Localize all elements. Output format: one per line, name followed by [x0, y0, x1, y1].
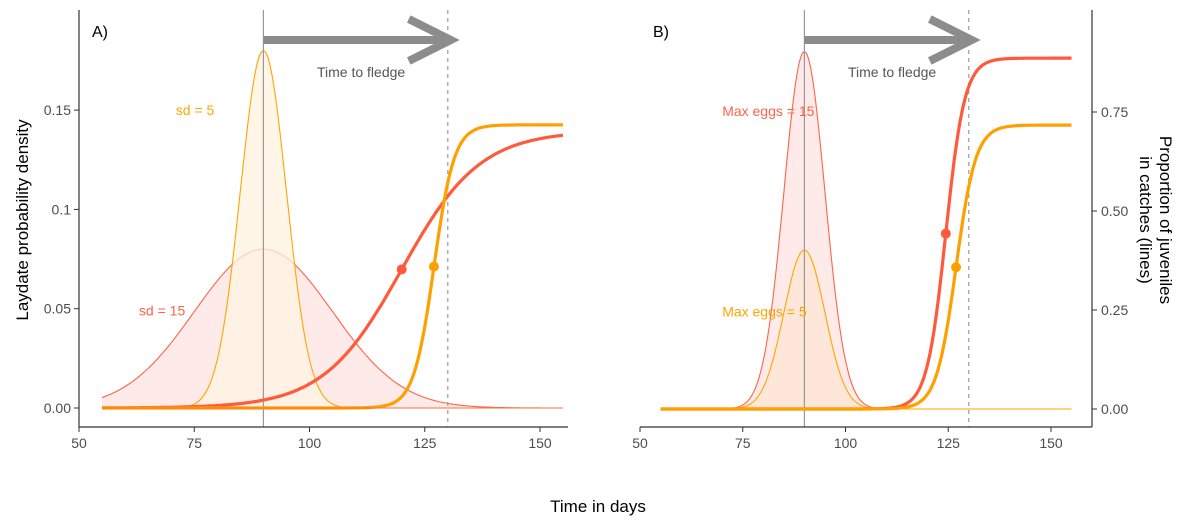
arrow-label: Time to fledge — [848, 64, 936, 80]
density-curve-1 — [660, 249, 1072, 410]
arrow-label: Time to fledge — [317, 64, 405, 80]
y-axis-title-right: Proportion of juveniles in catches (line… — [1136, 136, 1175, 304]
x-tick-label: 50 — [71, 435, 87, 451]
y-tick-label-left: 0.15 — [44, 102, 71, 118]
y-tick-label-right: 0.50 — [1101, 203, 1128, 219]
panel-label: A) — [92, 24, 108, 41]
x-tick-label: 100 — [298, 435, 322, 451]
y-axis-title-right-line2: in catches (lines) — [1136, 156, 1155, 284]
arrow-head-icon — [407, 15, 460, 65]
x-axis-title: Time in days — [550, 497, 646, 516]
y-tick-label-left: 0.00 — [44, 400, 71, 416]
midpoint-marker-1 — [951, 262, 962, 273]
series-annotation-0: Max eggs = 15 — [722, 103, 814, 119]
series-annotation-1: sd = 15 — [139, 303, 186, 319]
y-tick-label-right: 0.25 — [1101, 302, 1128, 318]
midpoint-marker-1 — [428, 261, 439, 272]
midpoint-marker-0 — [940, 228, 951, 239]
y-tick-label-right: 0.75 — [1101, 104, 1128, 120]
x-tick-label: 75 — [186, 435, 202, 451]
proportion-line-1 — [660, 123, 1072, 411]
x-tick-label: 75 — [735, 435, 751, 451]
density-area-1 — [660, 250, 1072, 409]
y-tick-label-left: 0.1 — [52, 201, 72, 217]
density-curve-1 — [101, 248, 563, 409]
panel-label: B) — [653, 24, 669, 41]
midpoint-marker-0 — [396, 264, 407, 275]
y-axis-title-left: Laydate probability density — [13, 119, 32, 321]
panel-b: Time to fledge Max eggs = 15 Max eggs = 5 B… — [632, 10, 1128, 451]
x-tick-label: 150 — [528, 435, 552, 451]
x-tick-label: 50 — [632, 435, 648, 451]
density-area-1 — [102, 249, 563, 408]
x-tick-label: 100 — [834, 435, 858, 451]
x-tick-label: 125 — [413, 435, 437, 451]
series-annotation-1: Max eggs = 5 — [722, 304, 807, 320]
panel-a: Time to fledge sd = 5 sd = 15 A) 50 75 100 125 1… — [44, 10, 568, 451]
x-tick-label: 125 — [937, 435, 961, 451]
y-axis-title-right-line1: Proportion of juveniles — [1156, 136, 1175, 304]
y-tick-label-right: 0.00 — [1101, 401, 1128, 417]
x-tick-label: 150 — [1039, 435, 1063, 451]
arrow-head-icon — [928, 15, 981, 65]
y-tick-label-left: 0.05 — [44, 301, 71, 317]
series-annotation-0: sd = 5 — [176, 102, 215, 118]
